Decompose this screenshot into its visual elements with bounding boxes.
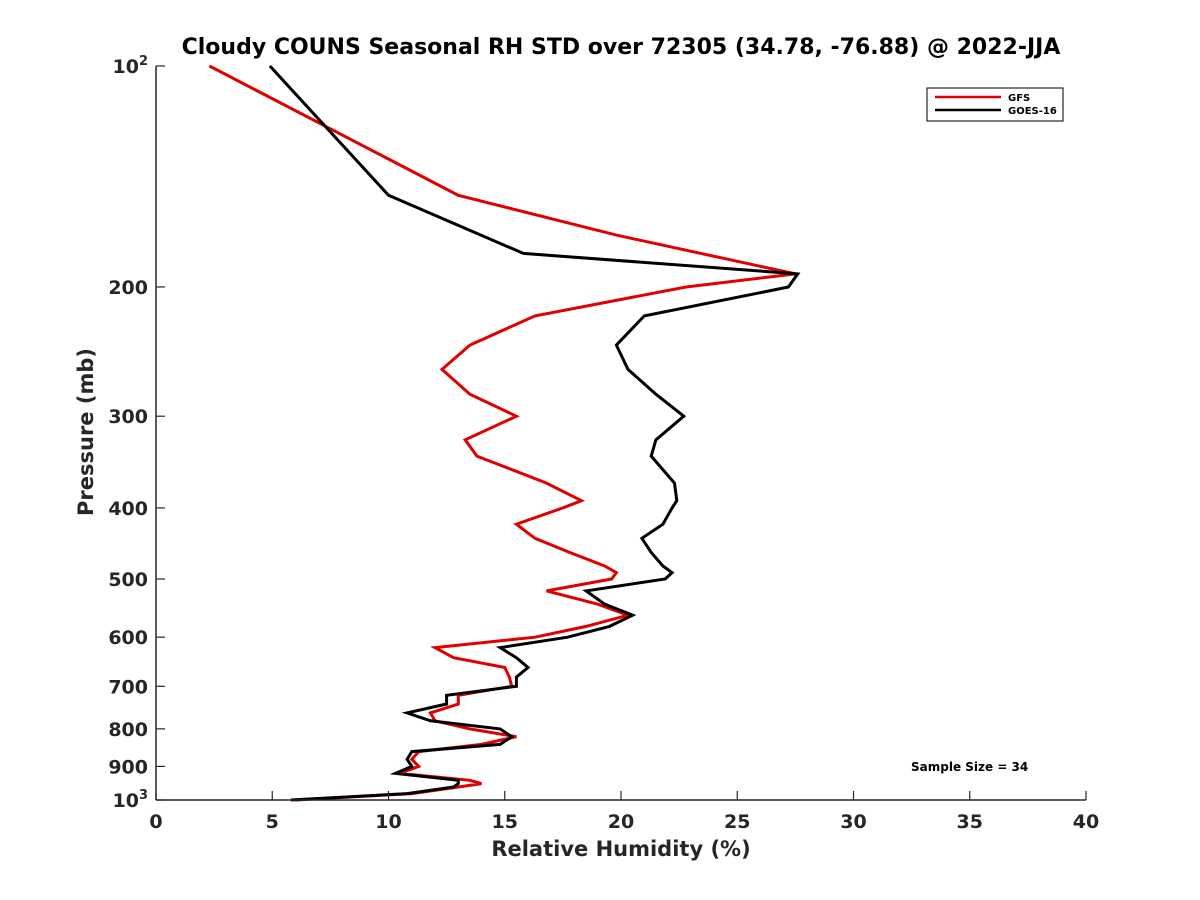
y-tick-label: 103	[113, 788, 149, 812]
y-tick-label: 500	[108, 569, 148, 591]
legend: GFS GOES-16	[926, 87, 1064, 122]
y-tick-label: 400	[108, 498, 148, 520]
legend-box	[926, 87, 1064, 122]
x-tick-label: 0	[149, 811, 162, 833]
series-line-goes-16	[268, 64, 801, 802]
y-tick-label: 800	[108, 719, 148, 741]
sample-size-annotation: Sample Size = 34	[911, 760, 1028, 774]
y-tick-label: 900	[108, 756, 148, 778]
axes-layer: 0 5 10 15 20 25 30 35 40 102 200 300 400 500 600 700 800…	[108, 54, 1099, 833]
y-tick-label: 600	[108, 627, 148, 649]
x-tick-label: 5	[266, 811, 279, 833]
legend-label-gfs: GFS	[1008, 93, 1030, 104]
series-layer	[208, 64, 801, 802]
x-axis-label: Relative Humidity (%)	[491, 837, 750, 861]
y-axis-label: Pressure (mb)	[74, 348, 98, 516]
y-tick-label: 300	[108, 406, 148, 428]
x-tick-label: 35	[957, 811, 983, 833]
x-tick-label: 40	[1073, 811, 1099, 833]
y-tick-label: 200	[108, 277, 148, 299]
x-tick-label: 25	[724, 811, 750, 833]
legend-label-goes-16: GOES-16	[1008, 106, 1057, 117]
x-tick-label: 30	[840, 811, 866, 833]
x-tick-label: 10	[375, 811, 401, 833]
y-tick-label: 102	[113, 54, 149, 78]
series-line-gfs	[208, 64, 796, 802]
x-tick-label: 20	[608, 811, 634, 833]
x-tick-label: 15	[492, 811, 518, 833]
y-tick-label: 700	[108, 676, 148, 698]
chart-title: Cloudy COUNS Seasonal RH STD over 72305 …	[182, 35, 1061, 60]
